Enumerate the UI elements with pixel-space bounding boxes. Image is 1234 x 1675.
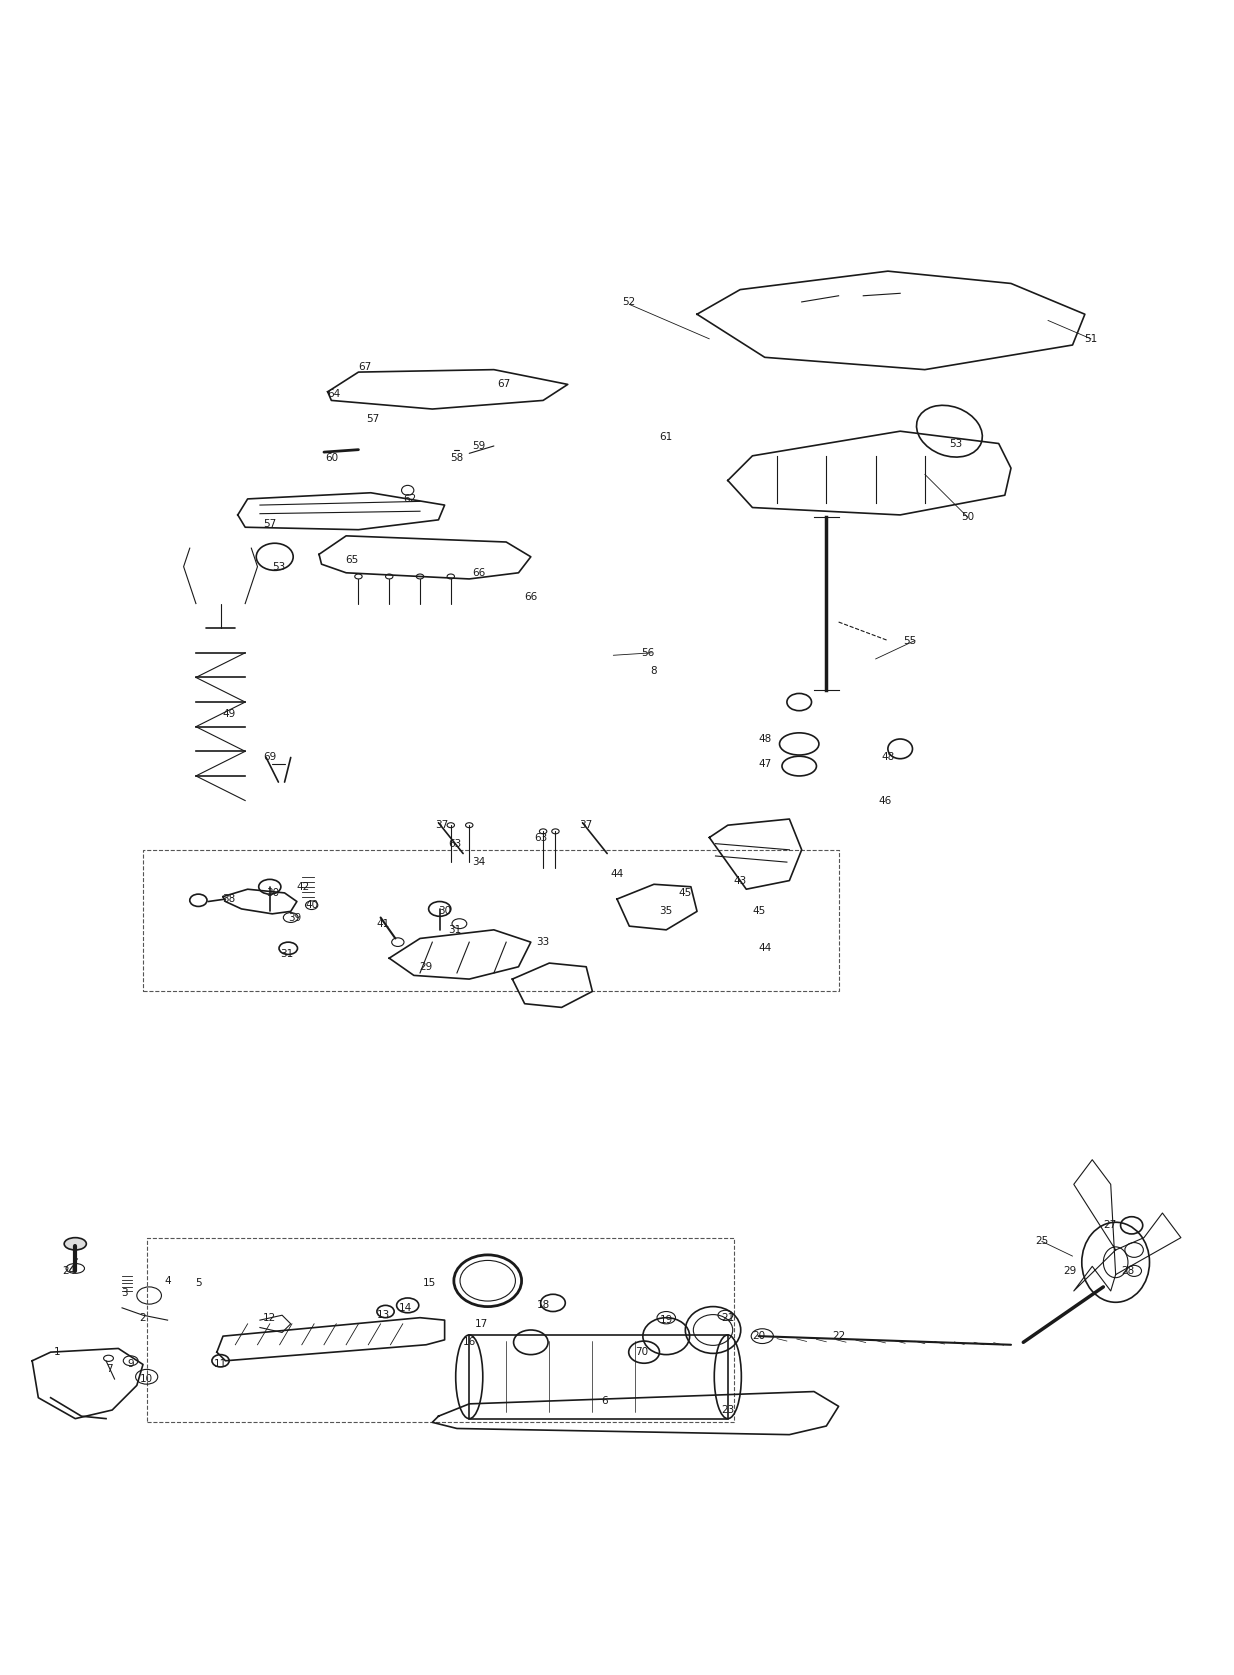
Text: 51: 51 [1085,333,1098,343]
Text: 63: 63 [534,832,548,843]
Text: 50: 50 [961,513,975,523]
Text: 55: 55 [903,635,917,645]
Text: 5: 5 [195,1278,201,1288]
Text: 43: 43 [733,876,747,886]
Text: 31: 31 [280,950,294,960]
Text: 9: 9 [127,1360,135,1370]
Text: 21: 21 [721,1313,734,1323]
Text: 59: 59 [473,441,486,451]
Text: 48: 48 [758,734,771,744]
Text: 53: 53 [949,439,963,449]
Text: 15: 15 [423,1278,437,1288]
Text: 57: 57 [366,414,380,424]
Text: 69: 69 [263,752,276,762]
Text: 62: 62 [404,494,417,504]
Text: 29: 29 [420,961,433,971]
Text: 10: 10 [141,1374,153,1384]
Text: 11: 11 [213,1360,227,1370]
Text: 22: 22 [832,1332,845,1342]
Text: 67: 67 [497,380,511,389]
Text: 38: 38 [222,894,236,904]
Text: 18: 18 [537,1300,550,1310]
Text: 8: 8 [650,667,658,677]
Text: 64: 64 [327,389,341,399]
Text: 20: 20 [752,1332,765,1342]
Text: 23: 23 [721,1405,734,1415]
Text: 45: 45 [752,906,765,916]
Text: 67: 67 [358,362,371,372]
Bar [147,1238,734,1422]
Text: 57: 57 [263,519,276,529]
Text: 37: 37 [436,821,449,831]
Text: 4: 4 [164,1276,172,1286]
Text: 29: 29 [1064,1266,1077,1276]
Text: 49: 49 [222,710,236,719]
Text: 53: 53 [271,561,285,571]
Text: 42: 42 [296,881,310,891]
Text: 65: 65 [346,556,359,566]
Text: 19: 19 [660,1315,673,1325]
Ellipse shape [64,1238,86,1250]
Bar [143,849,839,992]
Text: 28: 28 [1122,1266,1134,1276]
Text: 13: 13 [376,1310,390,1320]
Text: 37: 37 [580,821,592,831]
Text: 44: 44 [758,943,771,953]
Text: 34: 34 [473,858,486,868]
Text: 3: 3 [121,1288,128,1298]
Text: 27: 27 [1103,1221,1116,1231]
Text: 31: 31 [448,925,462,935]
Text: 30: 30 [438,906,452,916]
Text: 14: 14 [399,1303,412,1313]
Text: 17: 17 [475,1318,489,1328]
Text: 70: 70 [636,1347,648,1357]
Bar [469,1335,728,1419]
Text: 33: 33 [537,936,550,946]
Text: 41: 41 [376,918,390,928]
Text: 48: 48 [881,752,895,762]
Text: 58: 58 [450,454,464,464]
Text: 39: 39 [288,913,301,923]
Text: 66: 66 [524,593,538,603]
Text: 63: 63 [448,839,462,849]
Text: 16: 16 [463,1337,476,1347]
Text: 25: 25 [1035,1236,1049,1246]
Text: 7: 7 [106,1365,114,1375]
Text: 12: 12 [263,1313,276,1323]
Text: 45: 45 [679,888,691,898]
Text: 2: 2 [139,1313,147,1323]
Text: 30: 30 [265,888,279,898]
Text: 44: 44 [611,869,623,879]
Text: 56: 56 [642,648,654,658]
Text: 46: 46 [879,796,892,806]
Text: 6: 6 [601,1397,608,1407]
Text: 47: 47 [758,759,771,769]
Text: 60: 60 [325,454,338,464]
Text: 40: 40 [305,899,318,910]
Text: 52: 52 [623,296,636,307]
Text: 35: 35 [660,906,673,916]
Text: 24: 24 [63,1266,75,1276]
Text: 66: 66 [473,568,486,578]
Text: 1: 1 [53,1347,60,1357]
Text: 61: 61 [660,432,673,442]
